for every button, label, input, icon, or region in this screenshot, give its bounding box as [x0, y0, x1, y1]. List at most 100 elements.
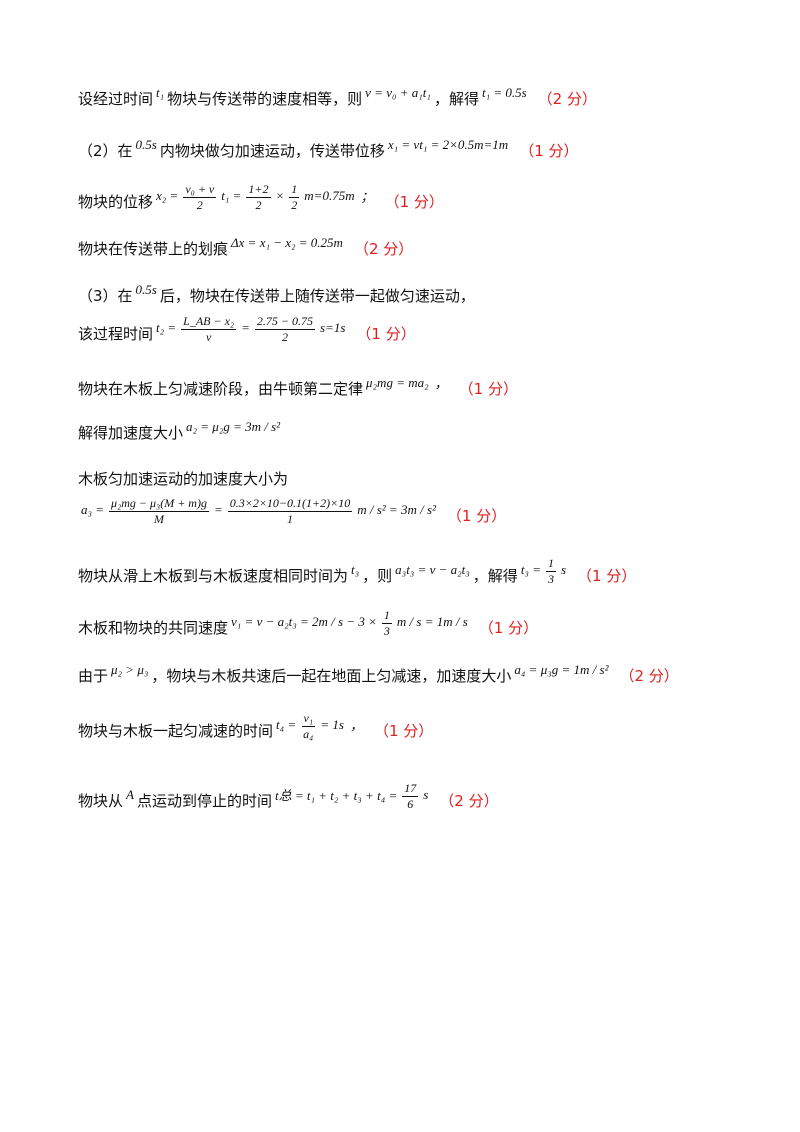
text-line: 物块的位移 x₂ = v₀ + v 2 t₁ = 1+2 2 × 1 2 m=0.75m；（1 分）: [78, 182, 444, 217]
formula: A: [126, 786, 134, 802]
numerator: 0.3×2×10−0.1(1+2)×10: [227, 496, 353, 512]
text: （3）在: [78, 287, 133, 305]
text: ，则: [362, 567, 393, 585]
formula: μ₂mg = ma₂: [366, 374, 429, 390]
text: （2）在: [78, 142, 133, 160]
text-line: 物块与木板一起匀减速的时间 t₄ = v₁ a₄ = 1s，（1 分）: [78, 711, 434, 746]
numerator: 1: [381, 608, 392, 624]
score: （1 分）: [458, 380, 518, 398]
denominator: 2: [281, 330, 288, 344]
text-line: 物块在传送带上的划痕 Δx = x₁ − x₂ = 0.25m （2 分）: [78, 234, 414, 259]
text-line: （2）在 0.5s 内物块做匀加速运动，传送带位移 x₁ = vt₁ = 2×0.5m…: [78, 136, 579, 161]
denominator: 2: [291, 198, 298, 212]
score: （2 分）: [439, 792, 499, 810]
formula: a₃t₃ = v − a₂t₃: [395, 561, 470, 577]
text-line: （3）在 0.5s 后，物块在传送带上随传送带一起做匀速运动，: [78, 281, 475, 306]
score: （1 分）: [519, 142, 579, 160]
text: 物块与木板一起匀减速的时间: [78, 722, 274, 740]
score: （1 分）: [356, 325, 416, 343]
denominator: a₄: [303, 727, 314, 741]
denominator: 2: [196, 198, 203, 212]
text: 物块在传送带上的划痕: [78, 240, 229, 258]
score: （1 分）: [478, 619, 539, 637]
formula: =: [241, 319, 250, 335]
formula: ，: [434, 376, 448, 391]
denominator: M: [154, 512, 164, 526]
text: 木板匀加速运动的加速度大小为: [78, 470, 289, 488]
score: （2 分）: [537, 90, 597, 108]
score: （1 分）: [446, 507, 507, 525]
formula: t总 = t₁ + t₂ + t₃ + t₄ =: [274, 788, 398, 803]
text-line: a₃ = μ₂mg − μ₃(M + m)g M = 0.3×2×10−0.1(1+2)…: [78, 496, 507, 531]
formula: =: [213, 501, 223, 517]
text-line: 物块在木板上匀减速阶段，由牛顿第二定律 μ₂mg = ma₂ ， （1 分）: [78, 374, 518, 399]
text: 由于: [78, 667, 109, 685]
score: （1 分）: [384, 193, 444, 211]
text-line: 设经过时间 t₁ 物块与传送带的速度相等，则 v = v₀ + a₁t₁ ，解得 t₁ =…: [78, 84, 597, 109]
fraction: L_AB − x₂ v: [181, 314, 237, 345]
formula: s=1s: [320, 319, 346, 335]
fraction: 2.75 − 0.75 2: [254, 314, 315, 345]
formula: a₄ = μ₃g = 1m / s²: [514, 661, 609, 677]
formula: a₂ = μ₂g = 3m / s²: [186, 418, 281, 434]
denominator: 6: [407, 797, 414, 811]
formula: x₁ = vt₁ = 2×0.5m=1m: [387, 136, 509, 152]
text-line: 木板和物块的共同速度 v₁ = v − a₂t₃ = 2m / s − 3 × 1 3…: [78, 608, 539, 643]
numerator: 1: [545, 556, 556, 572]
numerator: 1+2: [246, 182, 271, 198]
formula: a₃ =: [81, 501, 105, 517]
text-line: 物块从 A 点运动到停止的时间 t总 = t₁ + t₂ + t₃ + t₄ = 17 6…: [78, 781, 499, 816]
formula: t₁ =: [221, 187, 242, 203]
score: （1 分）: [577, 567, 637, 585]
formula: t₁ = 0.5s: [481, 84, 527, 100]
numerator: 1: [289, 182, 300, 198]
formula: ，: [349, 718, 363, 733]
numerator: 17: [402, 781, 419, 797]
formula: t₄ =: [276, 716, 297, 732]
numerator: v₀ + v: [183, 182, 217, 198]
denominator: 2: [255, 198, 262, 212]
formula: t₁: [156, 84, 165, 100]
text: 该过程时间: [78, 325, 154, 343]
text: ，物块与木板共速后一起在地面上匀减速，加速度大小: [151, 667, 512, 685]
fraction: 0.3×2×10−0.1(1+2)×10 1: [227, 496, 353, 527]
formula: m / s = 1m / s: [396, 613, 468, 629]
formula: t₃: [351, 561, 360, 577]
denominator: 3: [383, 624, 390, 638]
text: 设经过时间: [78, 90, 154, 108]
denominator: 3: [547, 572, 554, 586]
text-line: 由于 μ₂ > μ₃ ，物块与木板共速后一起在地面上匀减速，加速度大小 a₄ = μ₃…: [78, 661, 679, 686]
text: ，解得: [433, 90, 479, 108]
text: ，解得: [472, 567, 518, 585]
formula: 0.5s: [135, 281, 157, 297]
numerator: μ₂mg − μ₃(M + m)g: [109, 496, 209, 512]
fraction: 17 6: [402, 781, 419, 812]
text: 木板和物块的共同速度: [78, 619, 229, 637]
text: 点运动到停止的时间: [136, 792, 272, 810]
fraction: μ₂mg − μ₃(M + m)g M: [109, 496, 209, 527]
denominator: 1: [286, 512, 293, 526]
text-line: 物块从滑上木板到与木板速度相同时间为 t₃ ，则 a₃t₃ = v − a₂t₃ ，解得…: [78, 556, 637, 591]
formula: v = v₀ + a₁t₁: [365, 84, 431, 100]
formula: ×: [275, 187, 285, 203]
formula: = 1s: [320, 716, 344, 732]
formula: m=0.75m: [304, 187, 355, 203]
formula: s: [560, 561, 567, 577]
score: （1 分）: [373, 722, 434, 740]
fraction: 1+2 2: [246, 182, 271, 213]
score: （2 分）: [353, 240, 414, 258]
text: 物块从: [78, 792, 124, 810]
numerator: v₁: [301, 711, 315, 727]
formula: s: [423, 786, 429, 802]
text: 物块与传送带的速度相等，则: [167, 90, 363, 108]
text-line: 木板匀加速运动的加速度大小为: [78, 468, 288, 489]
text: 内物块做匀加速运动，传送带位移: [159, 142, 385, 160]
formula: ；: [360, 189, 374, 204]
fraction: v₁ a₄: [301, 711, 315, 742]
formula: Δx = x₁ − x₂ = 0.25m: [231, 234, 343, 250]
